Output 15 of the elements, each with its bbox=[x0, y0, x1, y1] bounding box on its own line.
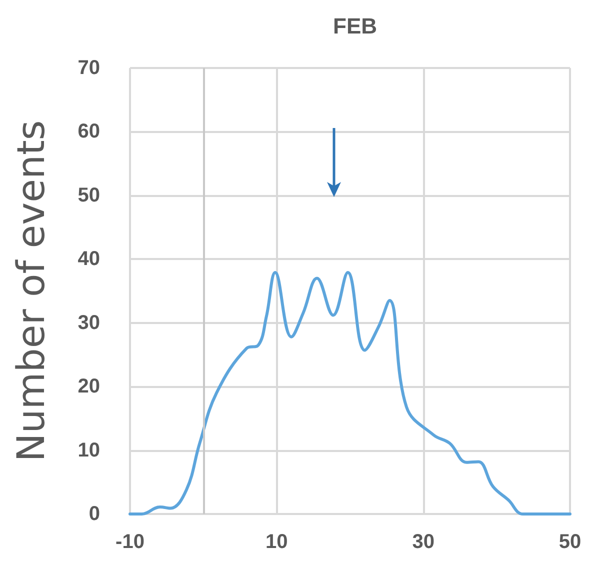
y-tick-label: 0 bbox=[88, 503, 100, 525]
y-tick-label: 30 bbox=[78, 312, 100, 334]
y-tick-label: 70 bbox=[78, 57, 100, 79]
x-tick-label: 50 bbox=[558, 531, 582, 553]
y-tick-label: 20 bbox=[78, 376, 100, 398]
y-tick-label: 10 bbox=[78, 439, 100, 462]
line-series bbox=[128, 271, 572, 516]
y-axis-title: Number of events bbox=[9, 120, 53, 462]
y-tick-label: 50 bbox=[78, 184, 100, 206]
x-tick-label: 10 bbox=[266, 531, 288, 553]
x-tick-label: -10 bbox=[116, 531, 144, 553]
x-tick-label: 30 bbox=[412, 531, 434, 553]
y-tick-label: 60 bbox=[78, 120, 100, 143]
y-tick-label: 40 bbox=[78, 248, 100, 270]
chart-title: FEB bbox=[333, 14, 377, 38]
